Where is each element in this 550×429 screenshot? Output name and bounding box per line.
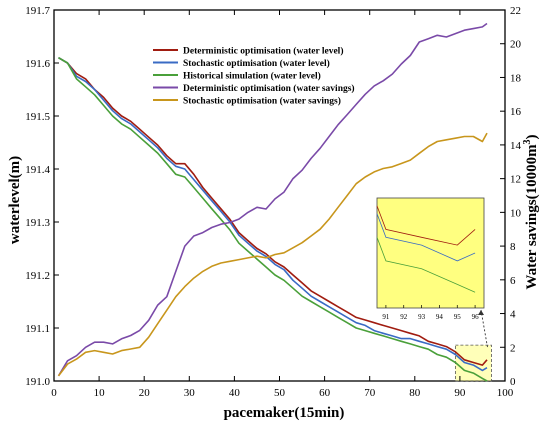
legend-label-2: Stochastic optimisation (water level) [183, 58, 330, 69]
y-right-tick-label: 4 [510, 309, 516, 321]
series-line-4 [57, 22, 488, 377]
axes: 0 10 20 30 40 50 60 70 80 90 100191.0191.1191.2191… [25, 5, 521, 399]
inset-x-tick-label: 95 [454, 313, 462, 321]
y-right-tick-label: 16 [510, 106, 522, 118]
y-left-tick-label: 191.6 [25, 58, 50, 70]
y-right-tick-label: 8 [510, 241, 516, 253]
inset-series-line-3 [376, 237, 476, 293]
y-right-tick-label: 6 [510, 275, 516, 287]
inset-series-line-2 [376, 213, 476, 262]
inset-series-line-1 [376, 205, 476, 246]
y-right-axis-label: Water savings(10000m3) [522, 134, 540, 289]
x-tick-label: 0 [51, 387, 57, 399]
inset-x-tick-label: 94 [436, 313, 444, 321]
y-left-tick-label: 191.7 [25, 5, 50, 17]
series-line-5 [57, 132, 488, 377]
x-tick-label: 10 [94, 387, 106, 399]
y-left-tick-label: 191.2 [25, 270, 50, 282]
y-right-tick-label: 18 [510, 72, 522, 84]
y-right-tick-label: 0 [510, 376, 516, 388]
x-tick-label: 50 [274, 387, 286, 399]
series-line-3 [58, 57, 488, 382]
y-left-tick-label: 191.0 [25, 376, 50, 388]
x-axis-label: pacemaker(15min) [224, 405, 345, 421]
legend-label-5: Stochastic optimisation (water savings) [183, 96, 341, 107]
axis-labels: pacemaker(15min) waterlevel(m) Water sav… [7, 134, 540, 421]
y-right-tick-label: 14 [510, 140, 522, 152]
series-line-2 [58, 57, 488, 372]
y-right-tick-label: 22 [510, 5, 521, 17]
inset-x-tick-label: 96 [472, 313, 480, 321]
y-right-label-sup: 3 [522, 139, 533, 144]
inset-frame [376, 197, 485, 309]
y-left-axis-label: waterlevel(m) [7, 156, 23, 244]
y-right-label-close: ) [524, 134, 540, 139]
inset-arrowhead [478, 310, 484, 315]
y-right-tick-label: 2 [510, 342, 516, 354]
inset-x-tick-label: 93 [418, 313, 426, 321]
inset-x-tick-label: 91 [382, 313, 390, 321]
legend-label-3: Historical simulation (water level) [183, 71, 321, 82]
y-right-label-main: Water savings(10000m [524, 144, 540, 290]
x-tick-label: 20 [139, 387, 151, 399]
series-lines [57, 22, 488, 382]
x-tick-label: 40 [229, 387, 241, 399]
x-tick-label: 60 [319, 387, 331, 399]
inset-x-tick-label: 92 [400, 313, 408, 321]
x-tick-label: 100 [497, 387, 514, 399]
x-tick-label: 80 [409, 387, 421, 399]
y-left-tick-label: 191.4 [25, 164, 50, 176]
series-line-1 [58, 57, 488, 366]
y-left-tick-label: 191.3 [25, 217, 50, 229]
x-tick-label: 70 [364, 387, 376, 399]
y-right-tick-label: 10 [510, 207, 522, 219]
y-left-tick-label: 191.5 [25, 111, 50, 123]
inset-panel: 91 92 93 94 95 96 [376, 197, 488, 348]
legend-label-1: Deterministic optimisation (water level) [183, 46, 344, 57]
x-tick-label: 30 [184, 387, 196, 399]
legend: Deterministic optimisation (water level)… [153, 46, 355, 107]
y-right-tick-label: 20 [510, 39, 522, 51]
legend-label-4: Deterministic optimisation (water saving… [183, 83, 355, 94]
x-tick-label: 90 [454, 387, 466, 399]
y-right-tick-label: 12 [510, 174, 521, 186]
y-left-tick-label: 191.1 [25, 323, 50, 335]
inset-connector [480, 309, 488, 348]
